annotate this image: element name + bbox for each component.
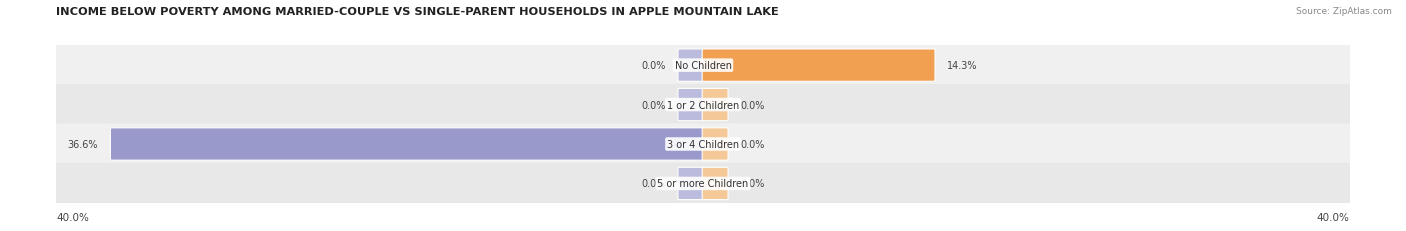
FancyBboxPatch shape bbox=[702, 167, 728, 200]
Text: 40.0%: 40.0% bbox=[56, 212, 89, 222]
FancyBboxPatch shape bbox=[678, 50, 704, 82]
Text: 0.0%: 0.0% bbox=[740, 179, 765, 189]
Text: 3 or 4 Children: 3 or 4 Children bbox=[666, 139, 740, 149]
FancyBboxPatch shape bbox=[678, 89, 704, 121]
FancyBboxPatch shape bbox=[678, 167, 704, 200]
FancyBboxPatch shape bbox=[56, 85, 1350, 125]
Text: 40.0%: 40.0% bbox=[1317, 212, 1350, 222]
Text: 0.0%: 0.0% bbox=[740, 139, 765, 149]
Text: 0.0%: 0.0% bbox=[641, 61, 666, 71]
Text: INCOME BELOW POVERTY AMONG MARRIED-COUPLE VS SINGLE-PARENT HOUSEHOLDS IN APPLE M: INCOME BELOW POVERTY AMONG MARRIED-COUPL… bbox=[56, 7, 779, 17]
Text: 14.3%: 14.3% bbox=[948, 61, 977, 71]
Text: 0.0%: 0.0% bbox=[641, 100, 666, 110]
Text: 0.0%: 0.0% bbox=[740, 100, 765, 110]
FancyBboxPatch shape bbox=[56, 163, 1350, 204]
Text: 0.0%: 0.0% bbox=[641, 179, 666, 189]
FancyBboxPatch shape bbox=[702, 50, 935, 82]
FancyBboxPatch shape bbox=[56, 124, 1350, 165]
FancyBboxPatch shape bbox=[702, 89, 728, 121]
Text: No Children: No Children bbox=[675, 61, 731, 71]
Text: 5 or more Children: 5 or more Children bbox=[658, 179, 748, 189]
FancyBboxPatch shape bbox=[702, 128, 728, 161]
FancyBboxPatch shape bbox=[56, 46, 1350, 86]
Text: 36.6%: 36.6% bbox=[67, 139, 98, 149]
FancyBboxPatch shape bbox=[111, 128, 704, 161]
Text: Source: ZipAtlas.com: Source: ZipAtlas.com bbox=[1296, 7, 1392, 16]
Text: 1 or 2 Children: 1 or 2 Children bbox=[666, 100, 740, 110]
